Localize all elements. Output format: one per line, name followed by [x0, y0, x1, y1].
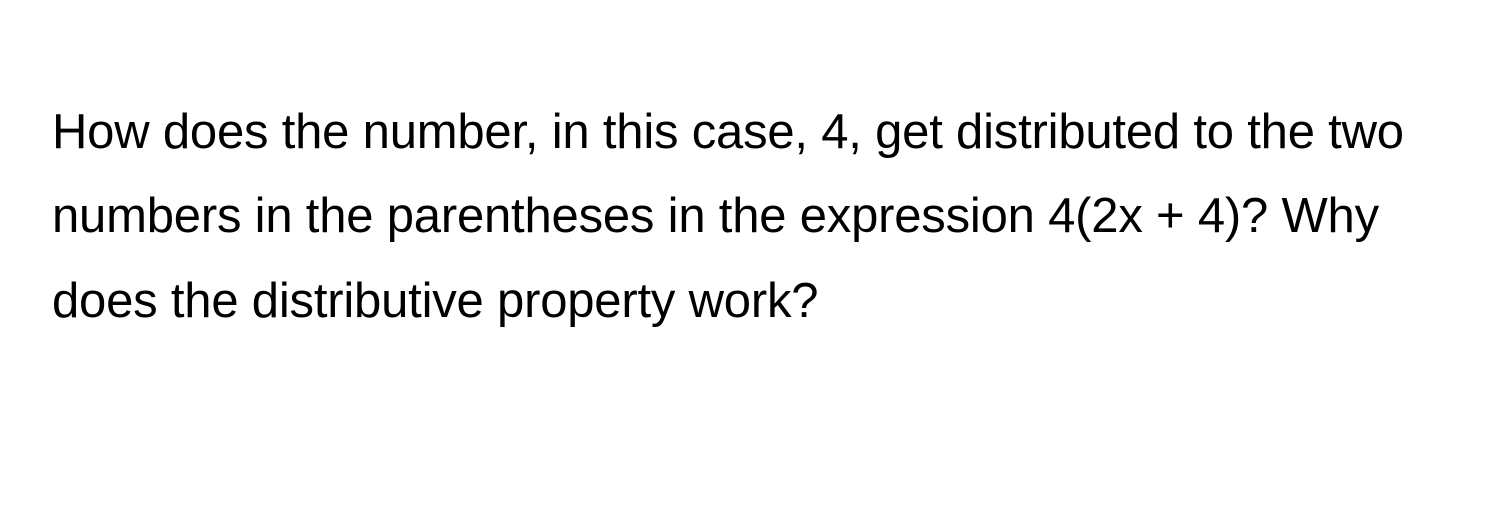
question-text: How does the number, in this case, 4, ge…	[52, 90, 1450, 343]
